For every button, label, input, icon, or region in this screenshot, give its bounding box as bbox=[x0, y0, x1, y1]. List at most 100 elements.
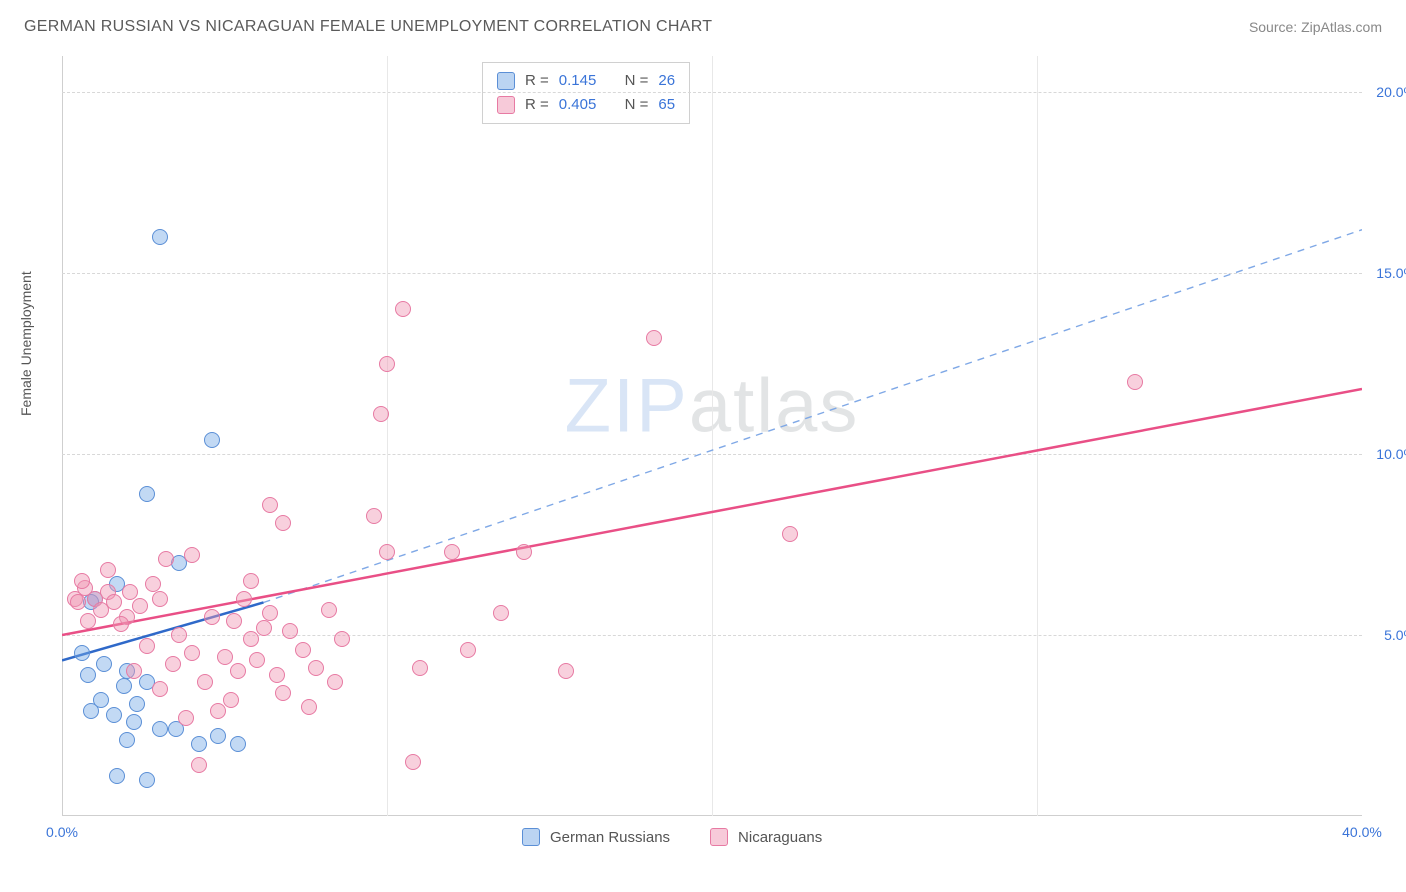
data-point bbox=[145, 576, 161, 592]
data-point bbox=[122, 584, 138, 600]
data-point bbox=[243, 631, 259, 647]
watermark-atlas: atlas bbox=[689, 363, 860, 448]
stat-n-label: N = bbox=[625, 69, 649, 93]
grid-line-v bbox=[712, 56, 713, 816]
data-point bbox=[308, 660, 324, 676]
data-point bbox=[80, 667, 96, 683]
data-point bbox=[269, 667, 285, 683]
legend-swatch bbox=[522, 828, 540, 846]
data-point bbox=[178, 710, 194, 726]
data-point bbox=[262, 605, 278, 621]
stat-r-value: 0.145 bbox=[559, 69, 597, 93]
data-point bbox=[223, 692, 239, 708]
stat-r-label: R = bbox=[525, 93, 549, 117]
legend-label: Nicaraguans bbox=[738, 829, 822, 846]
data-point bbox=[217, 649, 233, 665]
data-point bbox=[210, 703, 226, 719]
data-point bbox=[379, 356, 395, 372]
y-tick-label: 20.0% bbox=[1376, 84, 1406, 100]
data-point bbox=[139, 486, 155, 502]
bottom-legend: German Russians Nicaraguans bbox=[522, 828, 822, 846]
y-axis-line bbox=[62, 56, 63, 816]
data-point bbox=[184, 547, 200, 563]
chart-title: GERMAN RUSSIAN VS NICARAGUAN FEMALE UNEM… bbox=[24, 18, 712, 36]
data-point bbox=[126, 663, 142, 679]
data-point bbox=[236, 591, 252, 607]
stats-row: R = 0.145 N = 26 bbox=[497, 69, 675, 93]
data-point bbox=[152, 721, 168, 737]
title-bar: GERMAN RUSSIAN VS NICARAGUAN FEMALE UNEM… bbox=[0, 0, 1406, 42]
data-point bbox=[243, 573, 259, 589]
source-label: Source: ZipAtlas.com bbox=[1249, 19, 1382, 35]
data-point bbox=[191, 736, 207, 752]
x-tick-label: 40.0% bbox=[1342, 824, 1382, 840]
data-point bbox=[96, 656, 112, 672]
legend-item: German Russians bbox=[522, 828, 670, 846]
y-axis-label: Female Unemployment bbox=[18, 271, 34, 416]
data-point bbox=[197, 674, 213, 690]
stat-n-value: 26 bbox=[658, 69, 675, 93]
data-point bbox=[139, 772, 155, 788]
data-point bbox=[226, 613, 242, 629]
data-point bbox=[558, 663, 574, 679]
x-tick-label: 0.0% bbox=[46, 824, 78, 840]
data-point bbox=[106, 707, 122, 723]
y-tick-label: 15.0% bbox=[1376, 265, 1406, 281]
legend-swatch bbox=[497, 72, 515, 90]
data-point bbox=[373, 406, 389, 422]
data-point bbox=[126, 714, 142, 730]
plot-region: ZIPatlas R =0.145 N =26R =0.405 N =65 Ge… bbox=[62, 56, 1362, 816]
data-point bbox=[184, 645, 200, 661]
data-point bbox=[152, 681, 168, 697]
grid-line-v bbox=[387, 56, 388, 816]
stat-r-label: R = bbox=[525, 69, 549, 93]
legend-label: German Russians bbox=[550, 829, 670, 846]
data-point bbox=[109, 768, 125, 784]
data-point bbox=[74, 645, 90, 661]
data-point bbox=[139, 638, 155, 654]
data-point bbox=[230, 663, 246, 679]
data-point bbox=[132, 598, 148, 614]
data-point bbox=[158, 551, 174, 567]
data-point bbox=[100, 562, 116, 578]
data-point bbox=[301, 699, 317, 715]
data-point bbox=[444, 544, 460, 560]
data-point bbox=[460, 642, 476, 658]
data-point bbox=[493, 605, 509, 621]
stat-n-label: N = bbox=[625, 93, 649, 117]
data-point bbox=[74, 573, 90, 589]
data-point bbox=[119, 732, 135, 748]
data-point bbox=[230, 736, 246, 752]
data-point bbox=[93, 692, 109, 708]
legend-swatch bbox=[497, 96, 515, 114]
data-point bbox=[379, 544, 395, 560]
data-point bbox=[334, 631, 350, 647]
data-point bbox=[171, 627, 187, 643]
data-point bbox=[327, 674, 343, 690]
data-point bbox=[113, 616, 129, 632]
data-point bbox=[262, 497, 278, 513]
data-point bbox=[282, 623, 298, 639]
y-tick-label: 5.0% bbox=[1384, 627, 1406, 643]
data-point bbox=[152, 229, 168, 245]
data-point bbox=[191, 757, 207, 773]
data-point bbox=[412, 660, 428, 676]
data-point bbox=[165, 656, 181, 672]
data-point bbox=[116, 678, 132, 694]
data-point bbox=[249, 652, 265, 668]
data-point bbox=[516, 544, 532, 560]
data-point bbox=[204, 432, 220, 448]
data-point bbox=[256, 620, 272, 636]
data-point bbox=[646, 330, 662, 346]
legend-swatch bbox=[710, 828, 728, 846]
stats-row: R =0.405 N =65 bbox=[497, 93, 675, 117]
data-point bbox=[210, 728, 226, 744]
data-point bbox=[295, 642, 311, 658]
data-point bbox=[129, 696, 145, 712]
stat-r-value: 0.405 bbox=[559, 93, 597, 117]
data-point bbox=[275, 515, 291, 531]
chart-area: Female Unemployment ZIPatlas R =0.145 N … bbox=[46, 56, 1376, 836]
data-point bbox=[275, 685, 291, 701]
data-point bbox=[80, 613, 96, 629]
data-point bbox=[366, 508, 382, 524]
